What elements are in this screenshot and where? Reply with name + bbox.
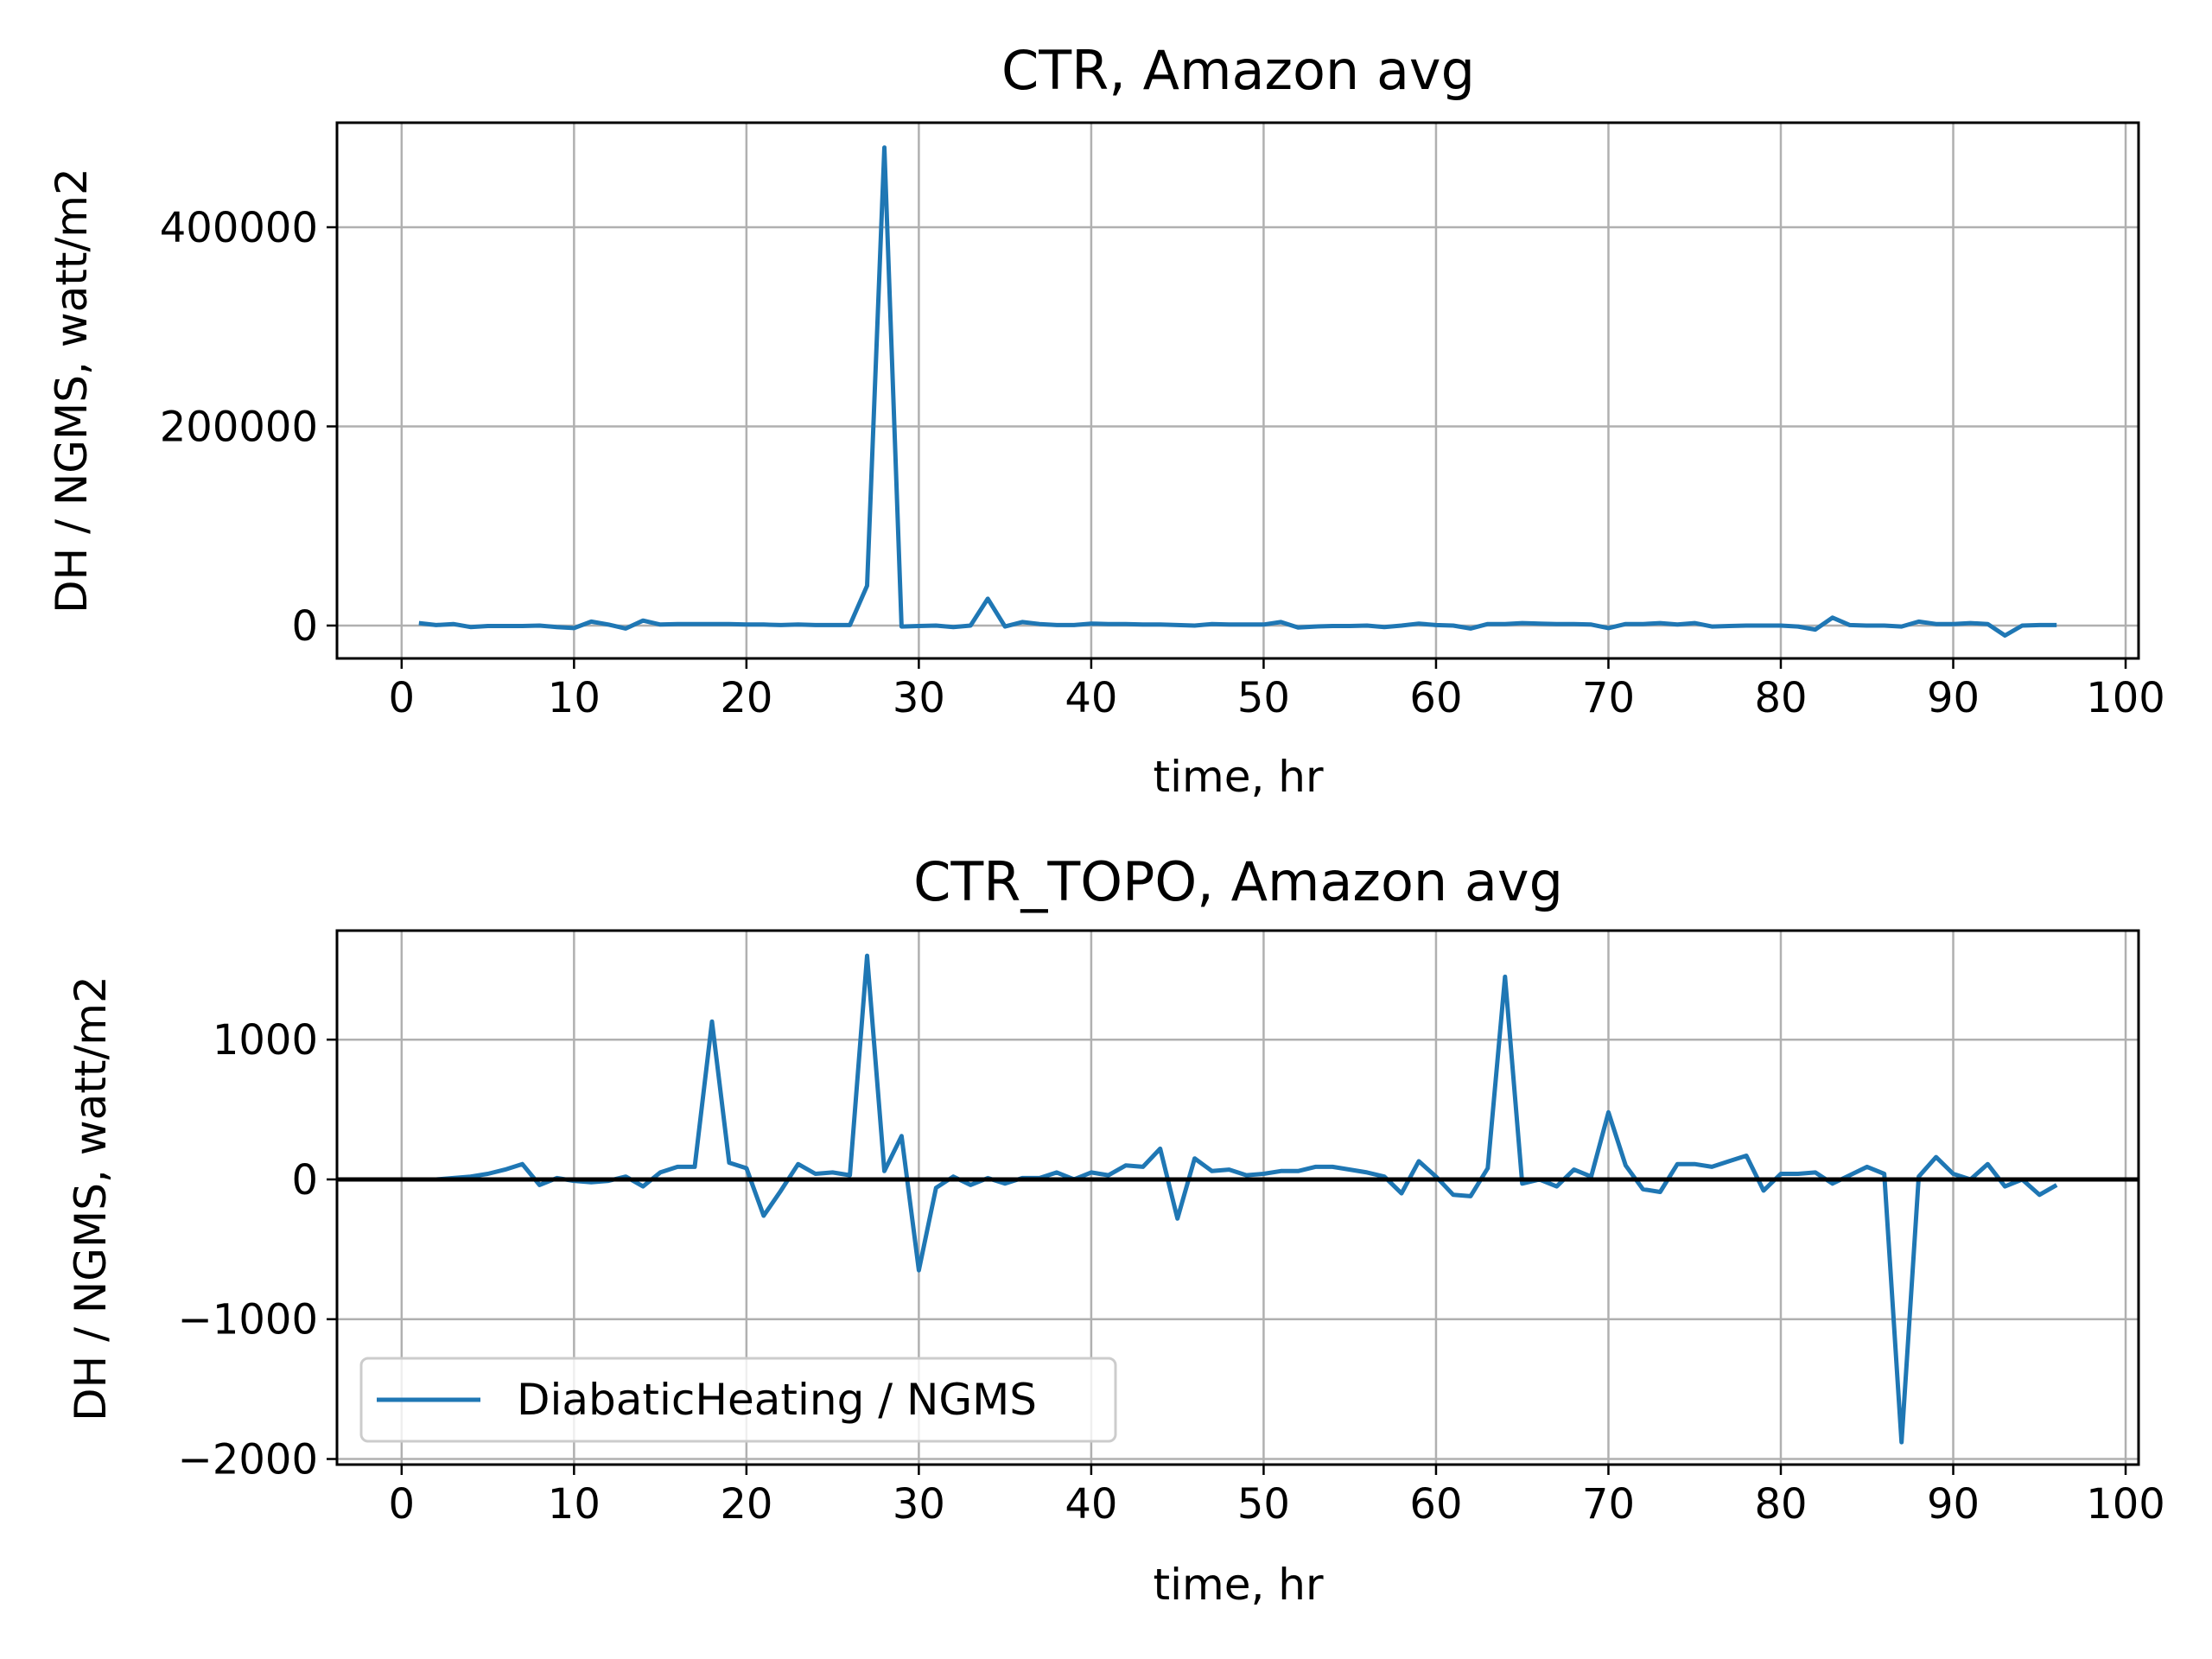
top-x-ticks: 0 10 20 30 40 50 60 70 80 90 100 [389, 658, 2165, 722]
bottom-x-tick-label: 60 [1409, 1480, 1462, 1529]
top-x-tick-label: 10 [548, 674, 601, 722]
top-chart-title: CTR, Amazon avg [1001, 39, 1475, 102]
top-series-line [418, 145, 2057, 638]
bottom-y-tick-label: 1000 [213, 1016, 318, 1065]
bottom-x-tick-label: 80 [1754, 1480, 1807, 1529]
top-series-group [418, 145, 2057, 638]
top-x-tick-label: 60 [1409, 674, 1462, 722]
legend-entry-label: DiabaticHeating / NGMS [517, 1375, 1037, 1425]
bottom-x-tick-label: 20 [720, 1480, 772, 1529]
bottom-x-axis-label: time, hr [1154, 1560, 1324, 1610]
top-y-ticks: 0 200000 400000 [160, 204, 337, 651]
bottom-x-tick-label: 50 [1237, 1480, 1290, 1529]
top-axes-frame [335, 121, 2140, 660]
top-x-tick-label: 20 [720, 674, 772, 722]
top-x-tick-label: 30 [893, 674, 945, 722]
top-y-axis-label: DH / NGMS, watt/m2 [47, 168, 97, 613]
top-x-tick-label: 0 [389, 674, 416, 722]
top-x-axis-label: time, hr [1154, 752, 1324, 802]
bottom-axes-frame [335, 929, 2140, 1466]
bottom-y-ticks: −2000 −1000 0 1000 [178, 1016, 337, 1484]
top-x-tick-label: 80 [1754, 674, 1807, 722]
top-subplot: CTR, Amazon avg 0 10 20 30 40 50 60 70 80 90 100 0… [47, 39, 2165, 802]
bottom-x-tick-label: 0 [389, 1480, 416, 1529]
top-x-tick-label: 40 [1065, 674, 1117, 722]
bottom-chart-title: CTR_TOPO, Amazon avg [913, 850, 1563, 913]
bottom-series-group [337, 953, 2139, 1445]
legend: DiabaticHeating / NGMS [359, 1357, 1117, 1443]
bottom-y-tick-label: −2000 [178, 1436, 318, 1484]
bottom-y-tick-label: 0 [291, 1156, 318, 1205]
bottom-x-tick-label: 30 [893, 1480, 945, 1529]
bottom-subplot: CTR_TOPO, Amazon avg 0 10 20 30 40 50 60 70 80 90… [66, 850, 2165, 1610]
bottom-x-tick-label: 10 [548, 1480, 601, 1529]
bottom-series-line [418, 953, 2058, 1445]
bottom-y-axis-label: DH / NGMS, watt/m2 [66, 976, 116, 1421]
top-x-tick-label: 50 [1237, 674, 1290, 722]
top-y-tick-label: 400000 [160, 204, 318, 252]
top-y-tick-label: 0 [291, 602, 318, 651]
top-y-tick-label: 200000 [160, 403, 318, 451]
bottom-x-tick-label: 40 [1065, 1480, 1117, 1529]
bottom-x-tick-label: 100 [2086, 1480, 2165, 1529]
top-x-tick-label: 90 [1927, 674, 1980, 722]
legend-box [359, 1357, 1117, 1443]
bottom-y-tick-label: −1000 [178, 1296, 318, 1344]
top-x-tick-label: 70 [1582, 674, 1635, 722]
top-x-tick-label: 100 [2086, 674, 2165, 722]
bottom-x-ticks: 0 10 20 30 40 50 60 70 80 90 100 [389, 1465, 2165, 1529]
bottom-x-tick-label: 90 [1927, 1480, 1980, 1529]
bottom-x-tick-label: 70 [1582, 1480, 1635, 1529]
